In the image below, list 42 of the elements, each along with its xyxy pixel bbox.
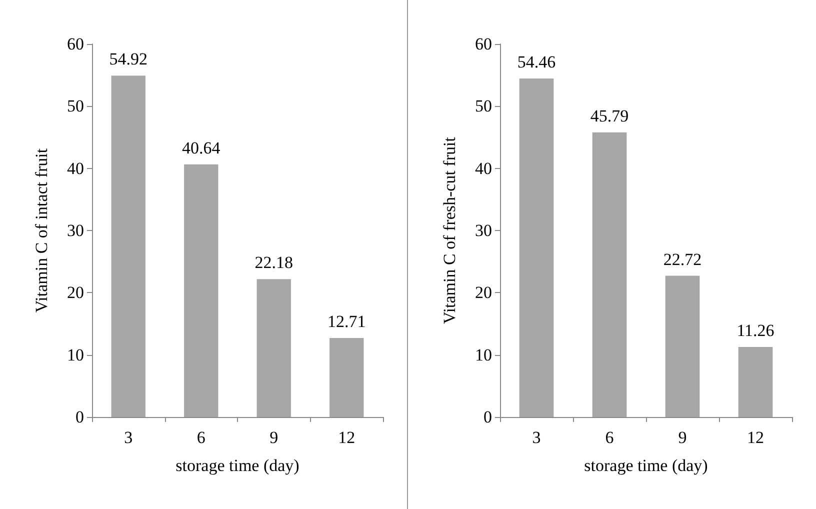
x-tick-label: 9 [678, 428, 687, 447]
x-axis-title: storage time (day) [584, 456, 708, 475]
x-tick-label: 9 [270, 428, 278, 447]
y-axis-title: Vitamin C of intact fruit [32, 148, 51, 313]
y-tick-label: 30 [67, 221, 84, 240]
data-label: 12.71 [328, 312, 366, 331]
data-label: 11.26 [736, 321, 774, 340]
y-tick-label: 10 [67, 345, 84, 364]
bar [665, 276, 700, 417]
y-tick-label: 0 [76, 408, 84, 426]
data-label: 45.79 [590, 106, 629, 126]
y-tick-label: 60 [67, 34, 84, 54]
y-tick-label: 20 [67, 283, 84, 302]
data-label: 54.92 [109, 50, 148, 69]
bar [738, 347, 773, 417]
data-label: 40.64 [182, 138, 221, 158]
x-tick-label: 6 [605, 428, 614, 447]
bar [111, 76, 146, 417]
y-tick-label: 50 [67, 96, 84, 116]
y-tick-label: 30 [475, 221, 492, 240]
x-tick-label: 12 [338, 428, 356, 447]
y-tick-label: 40 [67, 158, 84, 178]
bar [330, 338, 364, 417]
x-tick-label: 6 [196, 428, 206, 447]
data-label: 22.72 [663, 250, 702, 269]
data-label: 22.18 [254, 253, 293, 272]
bar [256, 279, 291, 417]
y-tick-label: 0 [484, 408, 492, 426]
y-tick-label: 10 [475, 345, 492, 364]
x-tick-label: 3 [124, 428, 133, 447]
bar [519, 78, 554, 417]
y-tick-label: 60 [475, 34, 492, 54]
x-tick-label: 3 [532, 428, 541, 447]
y-tick-label: 20 [475, 283, 492, 302]
bar [184, 164, 218, 417]
y-tick-label: 40 [475, 158, 492, 178]
bar [592, 132, 627, 417]
data-label: 54.46 [517, 52, 556, 72]
y-axis-title: Vitamin C of fresh-cut fruit [440, 136, 459, 324]
x-axis-title: storage time (day) [176, 456, 300, 475]
y-tick-label: 50 [475, 96, 492, 116]
x-tick-label: 12 [747, 428, 764, 447]
